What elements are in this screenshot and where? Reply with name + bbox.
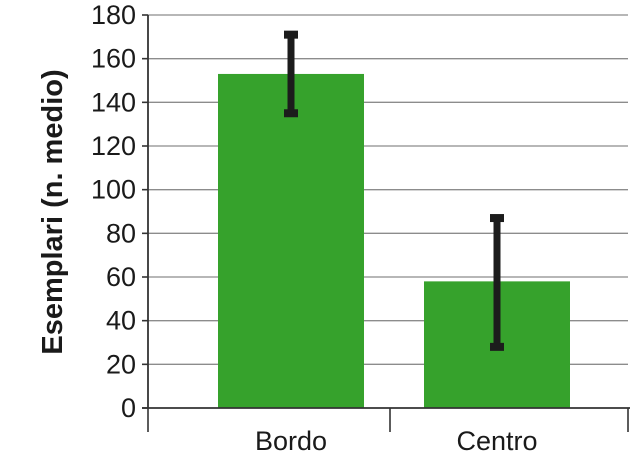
y-tick-label: 160 [91, 44, 136, 74]
axes [142, 14, 630, 432]
error-cap-low [284, 109, 298, 118]
y-tick-label: 140 [91, 87, 136, 117]
y-tick-label: 80 [106, 218, 136, 248]
y-tick-label: 60 [106, 262, 136, 292]
error-bars [284, 30, 504, 351]
y-tick-label: 180 [91, 0, 136, 30]
y-axis-title: Esemplari (n. medio) [37, 69, 69, 354]
x-category-label: Bordo [255, 426, 327, 456]
error-cap-high [284, 30, 298, 39]
y-tick-label: 0 [121, 393, 136, 423]
bar-bordo [218, 73, 364, 408]
error-cap-low [490, 342, 504, 351]
y-tick-label: 120 [91, 131, 136, 161]
bars [218, 73, 570, 408]
y-tick-label: 40 [106, 306, 136, 336]
x-category-label: Centro [456, 426, 537, 456]
y-tick-label: 20 [106, 349, 136, 379]
y-tick-label: 100 [91, 175, 136, 205]
tick-labels: 0 20 40 60 80 100 120 140 160 180 Bordo Centro [91, 0, 538, 456]
error-cap-high [490, 214, 504, 223]
